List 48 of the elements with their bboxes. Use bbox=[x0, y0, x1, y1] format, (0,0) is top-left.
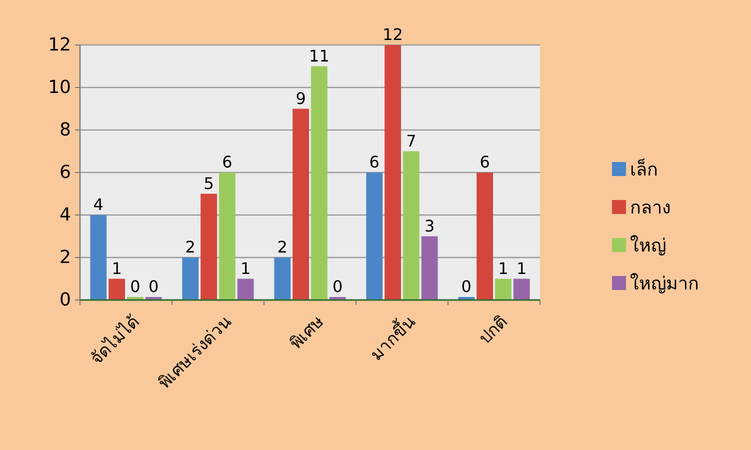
data-label: 2 bbox=[185, 238, 196, 256]
bar bbox=[108, 278, 125, 300]
data-label: 12 bbox=[382, 25, 403, 44]
bar bbox=[311, 66, 328, 300]
bar bbox=[237, 278, 254, 300]
legend-label: ใหญ่มาก bbox=[630, 272, 699, 294]
x-tick-label: ปกติ bbox=[475, 312, 512, 349]
data-label: 1 bbox=[498, 258, 508, 278]
y-tick-label: 2 bbox=[60, 247, 71, 268]
data-label: 0 bbox=[130, 277, 140, 296]
bar bbox=[421, 236, 438, 300]
legend-label: ใหญ่ bbox=[630, 234, 666, 256]
legend-label: กลาง bbox=[630, 198, 671, 218]
data-label: 0 bbox=[461, 277, 472, 296]
data-label: 7 bbox=[406, 131, 416, 150]
y-tick-label: 0 bbox=[60, 290, 71, 310]
bar bbox=[292, 108, 309, 300]
legend-label: เล็ก bbox=[630, 158, 658, 180]
bar bbox=[90, 215, 107, 300]
bar bbox=[476, 172, 493, 300]
y-tick-label: 4 bbox=[60, 204, 71, 226]
data-label: 9 bbox=[296, 88, 306, 108]
data-label: 1 bbox=[516, 258, 527, 278]
y-tick-label: 10 bbox=[48, 77, 71, 98]
data-label: 0 bbox=[332, 277, 343, 296]
bar bbox=[403, 151, 420, 300]
data-label: 6 bbox=[480, 152, 490, 172]
bar bbox=[384, 45, 401, 300]
data-label: 11 bbox=[309, 46, 330, 66]
y-tick-label: 6 bbox=[60, 162, 71, 183]
bar bbox=[366, 172, 383, 300]
y-tick-label: 8 bbox=[60, 120, 71, 140]
data-label: 2 bbox=[277, 238, 288, 256]
bar bbox=[219, 172, 236, 300]
bar bbox=[182, 258, 199, 300]
bar bbox=[274, 258, 291, 300]
data-label: 6 bbox=[369, 152, 380, 172]
bar bbox=[513, 278, 530, 300]
y-tick-label: 12 bbox=[48, 34, 71, 56]
data-label: 0 bbox=[148, 277, 159, 296]
bar bbox=[200, 194, 217, 300]
data-label: 1 bbox=[112, 258, 122, 278]
data-label: 6 bbox=[222, 152, 232, 172]
bar bbox=[495, 278, 512, 300]
data-label: 3 bbox=[424, 216, 435, 236]
data-label: 1 bbox=[240, 258, 251, 278]
data-label: 5 bbox=[204, 174, 214, 193]
data-label: 4 bbox=[93, 195, 104, 214]
